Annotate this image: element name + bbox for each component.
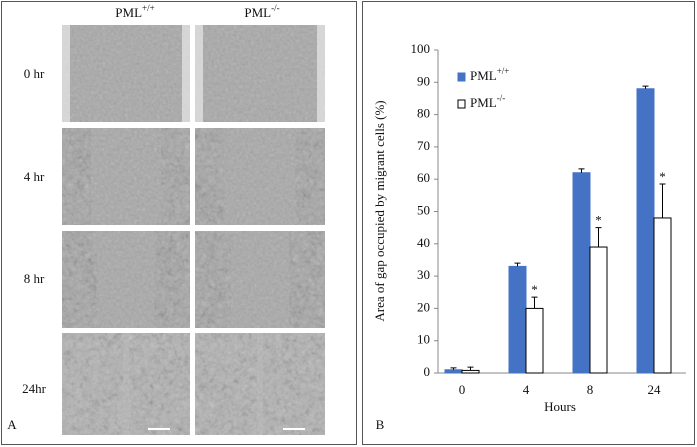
column-header: PML+/+ xyxy=(115,3,154,20)
wound-edge xyxy=(62,25,70,122)
y-axis-title: Area of gap occupied by migrant cells (%… xyxy=(372,100,387,321)
cell-texture xyxy=(161,128,190,225)
error-bar xyxy=(450,367,457,370)
error-bar xyxy=(531,296,538,309)
significance-mark: * xyxy=(659,169,666,184)
legend-swatch xyxy=(457,99,466,109)
x-tick-label: 24 xyxy=(648,382,662,397)
micrographs xyxy=(62,25,325,435)
x-axis-title: Hours xyxy=(544,399,576,414)
cell-texture xyxy=(295,128,325,225)
significance-mark: * xyxy=(595,213,602,228)
y-tick-label: 20 xyxy=(417,299,430,314)
cell-texture xyxy=(62,231,98,328)
error-bar xyxy=(642,85,649,89)
bar xyxy=(636,88,655,374)
bar xyxy=(461,369,480,374)
cell-texture xyxy=(195,128,225,225)
bar xyxy=(444,369,463,374)
wound-edge xyxy=(182,25,190,122)
error-bar xyxy=(595,227,602,248)
x-tick-label: 8 xyxy=(587,382,594,397)
cell-texture xyxy=(289,231,325,328)
micrograph-texture xyxy=(195,25,325,122)
column-header: PML-/- xyxy=(244,3,279,20)
wound-edge xyxy=(317,25,325,122)
panel-b-frame xyxy=(362,1,695,445)
row-label: 0 hr xyxy=(24,66,45,81)
wound-edge xyxy=(195,25,203,122)
cell-texture xyxy=(154,231,190,328)
panel-label: A xyxy=(7,417,17,432)
x-tick-label: 4 xyxy=(523,382,530,397)
legend-label: PML-/- xyxy=(470,93,505,110)
row-label: 4 hr xyxy=(24,169,45,184)
legend-swatch xyxy=(457,72,466,82)
bar xyxy=(653,217,672,374)
x-tick-label: 0 xyxy=(459,382,466,397)
bar xyxy=(572,172,591,374)
y-tick-label: 100 xyxy=(411,41,431,56)
y-tick-label: 70 xyxy=(417,138,430,153)
panel-label: B xyxy=(376,417,385,432)
panel-a-frame xyxy=(1,1,357,445)
cell-texture xyxy=(195,231,231,328)
cell-texture xyxy=(195,333,257,435)
error-bar xyxy=(467,366,474,371)
micrograph-texture xyxy=(62,25,190,122)
y-tick-label: 60 xyxy=(417,170,430,185)
legend-label: PML+/+ xyxy=(470,66,509,83)
cell-texture xyxy=(129,333,190,435)
cell-texture xyxy=(263,333,325,435)
y-tick-label: 50 xyxy=(417,202,430,217)
row-label: 8 hr xyxy=(24,271,45,286)
bar xyxy=(589,246,608,374)
bar xyxy=(525,307,544,374)
bar xyxy=(508,265,527,374)
cell-texture xyxy=(62,333,123,435)
error-bar xyxy=(659,183,666,218)
y-tick-label: 90 xyxy=(417,73,430,88)
y-tick-label: 0 xyxy=(424,364,431,379)
error-bar xyxy=(578,168,585,173)
cell-texture xyxy=(62,128,91,225)
significance-mark: * xyxy=(531,282,538,297)
error-bar xyxy=(514,262,521,267)
y-tick-label: 10 xyxy=(417,332,430,347)
y-tick-label: 40 xyxy=(417,235,430,250)
y-tick-label: 80 xyxy=(417,106,430,121)
row-label: 24hr xyxy=(22,381,47,396)
y-tick-label: 30 xyxy=(417,267,430,282)
